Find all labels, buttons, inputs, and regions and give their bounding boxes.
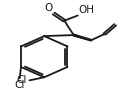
Text: Cl: Cl bbox=[16, 75, 27, 85]
Text: OH: OH bbox=[78, 5, 94, 15]
Polygon shape bbox=[74, 34, 91, 40]
Text: O: O bbox=[44, 3, 52, 13]
Text: Cl: Cl bbox=[14, 80, 25, 90]
